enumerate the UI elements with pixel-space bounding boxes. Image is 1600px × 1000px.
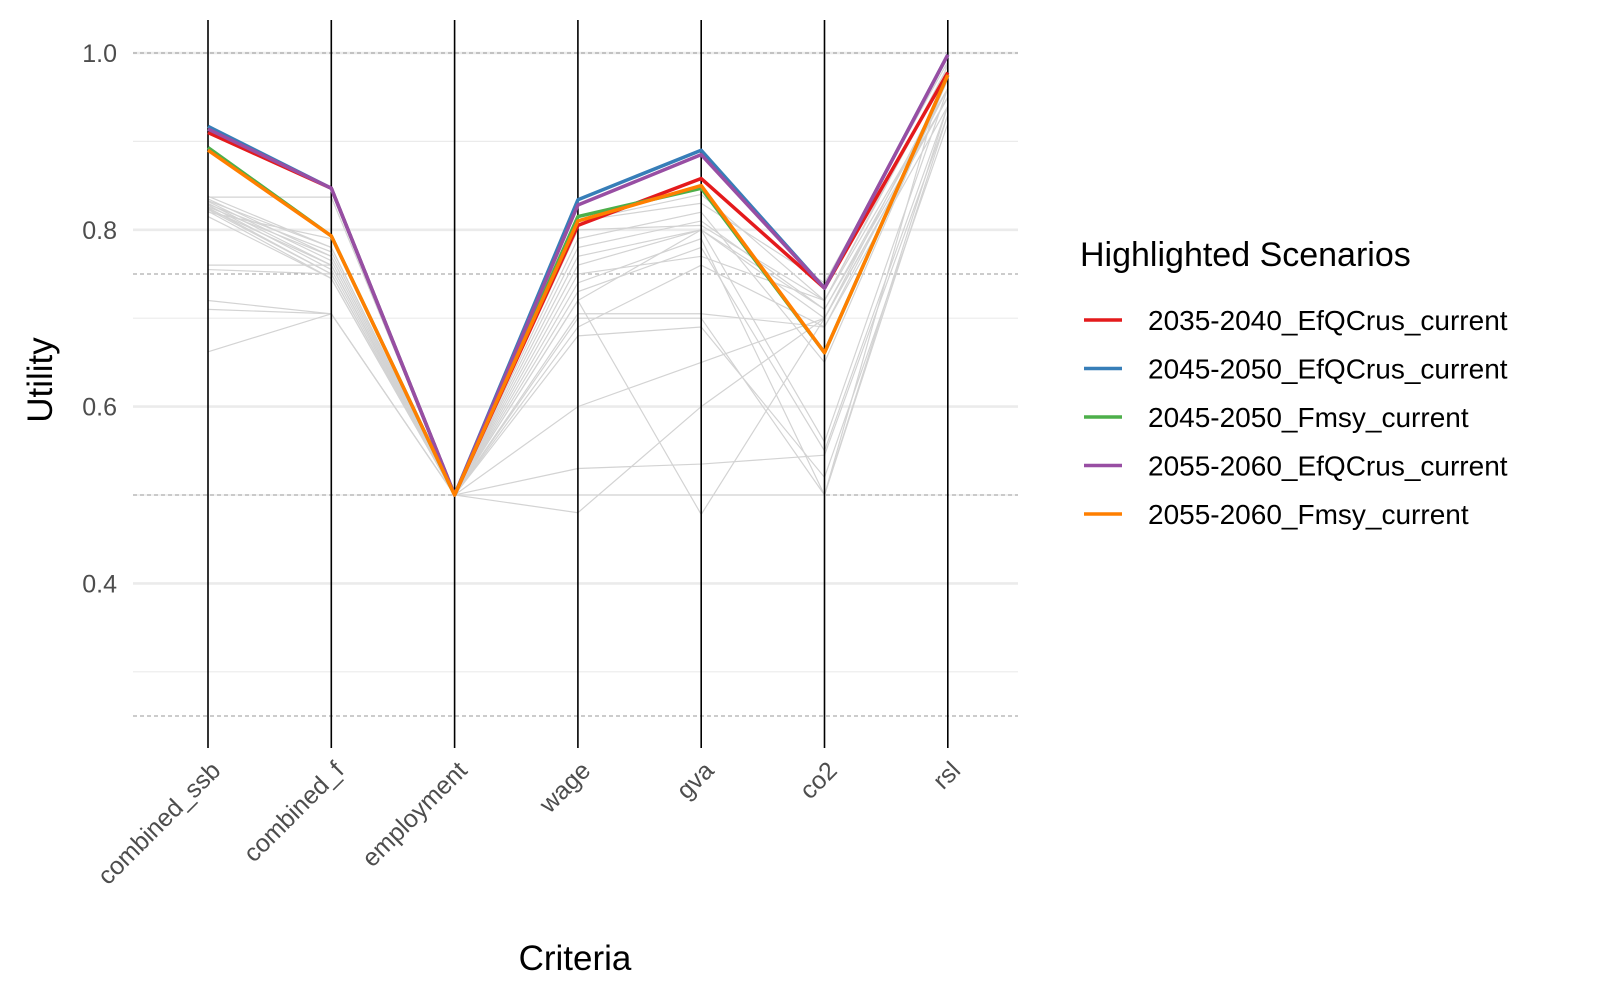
- x-tick-label: combined_f: [238, 756, 349, 867]
- x-tick-label: wage: [533, 756, 596, 819]
- y-tick-label: 1.0: [82, 40, 117, 68]
- legend: Highlighted Scenarios 2035-2040_EfQCrus_…: [1080, 236, 1508, 530]
- series-line-2055-2060_Fmsy_current: [207, 74, 950, 497]
- y-tick-label: 0.6: [82, 394, 117, 422]
- x-tick-label: combined_ssb: [92, 756, 226, 890]
- x-tick-label: co2: [794, 756, 842, 804]
- x-tick-label: gva: [671, 756, 719, 804]
- y-tick-label: 0.4: [82, 570, 117, 598]
- legend-title: Highlighted Scenarios: [1080, 236, 1411, 274]
- x-axis-title: Criteria: [519, 939, 632, 978]
- series-line-2055-2060_EfQCrus_current: [207, 53, 950, 497]
- legend-label: 2055-2060_EfQCrus_current: [1148, 451, 1508, 482]
- legend-label: 2035-2040_EfQCrus_current: [1148, 305, 1508, 336]
- x-tick-label: rsl: [928, 756, 966, 794]
- criteria-axes: [207, 20, 949, 748]
- x-tick-label: employment: [357, 756, 473, 872]
- legend-label: 2055-2060_Fmsy_current: [1148, 499, 1469, 530]
- legend-label: 2045-2050_EfQCrus_current: [1148, 354, 1508, 385]
- legend-label: 2045-2050_Fmsy_current: [1148, 402, 1469, 433]
- highlighted-scenarios: [206, 53, 950, 497]
- x-tick-labels: combined_ssb combined_f employment wage gva c…: [92, 756, 966, 890]
- y-axis-title: Utility: [21, 337, 60, 423]
- grid-layer: [133, 51, 1018, 717]
- legend-items: 2035-2040_EfQCrus_current 2045-2050_EfQCr…: [1084, 305, 1508, 530]
- y-tick-label: 0.8: [82, 217, 117, 245]
- y-tick-labels: 0.4 0.6 0.8 1.0: [82, 40, 117, 598]
